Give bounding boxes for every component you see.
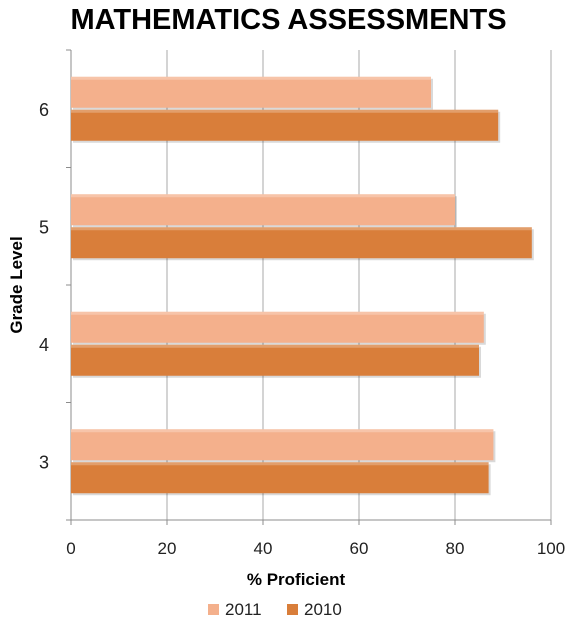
- bar-highlight: [71, 227, 532, 231]
- y-tick-label: 3: [39, 452, 49, 472]
- bar-2010-grade-6: [71, 109, 499, 141]
- bar-highlight: [71, 109, 499, 113]
- bar-highlight: [71, 429, 494, 433]
- bar-highlight: [71, 311, 484, 315]
- y-tick-label: 6: [39, 100, 49, 120]
- bar-2011-grade-3: [71, 429, 494, 461]
- y-tick-label: 5: [39, 217, 49, 237]
- bar-2010-grade-5: [71, 227, 532, 259]
- legend-swatch-2010: [287, 604, 298, 615]
- y-axis-title: Grade Level: [7, 236, 26, 333]
- x-tick-label: 80: [446, 539, 465, 558]
- bar-highlight: [71, 194, 455, 198]
- x-tick-label: 0: [66, 539, 75, 558]
- bar-2011-grade-5: [71, 194, 455, 226]
- x-tick-label: 20: [158, 539, 177, 558]
- x-tick-label: 40: [254, 539, 273, 558]
- bar-2010-grade-3: [71, 462, 489, 494]
- legend-label-2010: 2010: [304, 600, 342, 619]
- bar-2011-grade-6: [71, 76, 431, 108]
- x-tick-label: 60: [350, 539, 369, 558]
- bar-2010-grade-4: [71, 344, 479, 376]
- x-tick-label: 100: [537, 539, 565, 558]
- legend-label-2011: 2011: [225, 600, 262, 619]
- bar-highlight: [71, 76, 431, 80]
- chart-title: MATHEMATICS ASSESSMENTS: [70, 4, 507, 36]
- legend-swatch-2011: [208, 604, 219, 615]
- y-tick-label: 4: [39, 335, 49, 355]
- bar-highlight: [71, 344, 479, 348]
- bar-highlight: [71, 462, 489, 466]
- x-axis-title: % Proficient: [247, 570, 346, 589]
- bar-2011-grade-4: [71, 311, 484, 343]
